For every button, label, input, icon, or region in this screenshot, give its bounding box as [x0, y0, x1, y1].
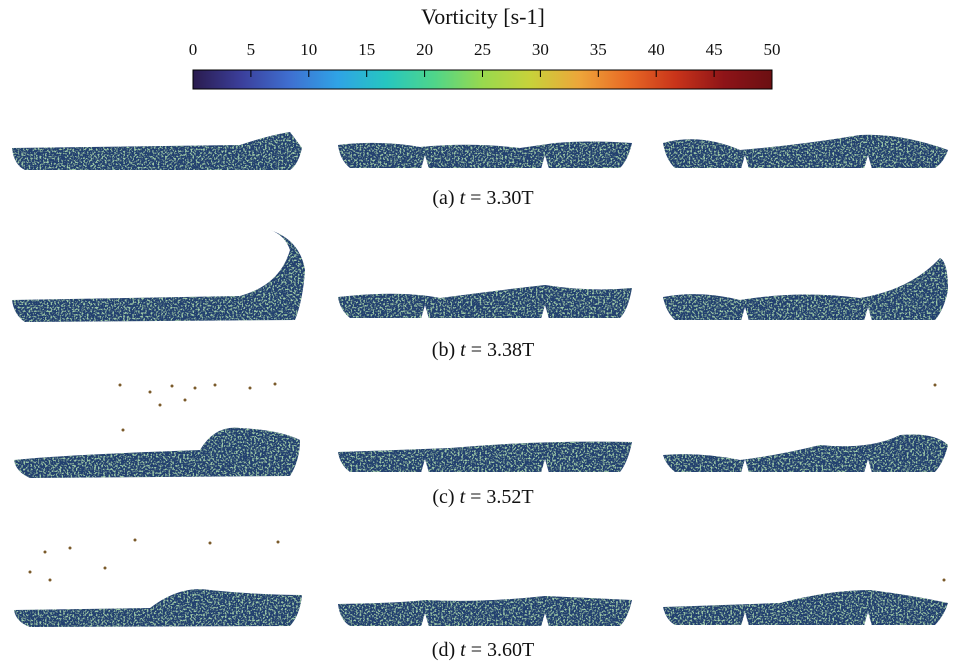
captions: (a) t = 3.30T(b) t = 3.38T(c) t = 3.52T(…	[432, 187, 534, 661]
caption: (d) t = 3.60T	[432, 639, 534, 661]
caption-value: = 3.38T	[471, 339, 535, 361]
fluid	[663, 434, 948, 472]
fluid	[338, 596, 632, 626]
colorbar-tick-label: 20	[416, 40, 433, 59]
fluid	[338, 141, 632, 168]
caption-variable: t	[460, 486, 466, 508]
caption-value: = 3.30T	[470, 187, 534, 209]
fluid	[663, 134, 948, 168]
colorbar-tick-label: 15	[358, 40, 375, 59]
caption: (a) t = 3.30T	[432, 187, 533, 209]
fluid	[338, 441, 632, 472]
caption-variable: t	[460, 639, 466, 661]
caption-label: (b)	[432, 339, 455, 361]
fluid	[12, 230, 305, 322]
fluid	[14, 589, 302, 627]
fluid	[663, 258, 948, 320]
fluid	[12, 132, 302, 170]
caption-value: = 3.52T	[470, 486, 534, 508]
caption-label: (a)	[432, 187, 454, 209]
caption-value: = 3.60T	[471, 639, 535, 661]
caption: (b) t = 3.38T	[432, 339, 534, 361]
panels	[12, 132, 948, 627]
colorbar-tick-label: 40	[648, 40, 665, 59]
caption-label: (c)	[432, 486, 454, 508]
caption-label: (d)	[432, 639, 455, 661]
colorbar	[192, 69, 773, 90]
caption-variable: t	[460, 339, 466, 361]
colorbar-tick-label: 25	[474, 40, 491, 59]
fluid	[338, 285, 632, 318]
fluid	[663, 590, 948, 625]
colorbar-title: Vorticity [s-1]	[421, 4, 545, 29]
colorbar-tick-label: 30	[532, 40, 549, 59]
caption-variable: t	[460, 187, 466, 209]
fluid	[14, 427, 300, 478]
colorbar-tick-label: 50	[764, 40, 781, 59]
colorbar-tick-label: 45	[706, 40, 723, 59]
colorbar-tick-label: 35	[590, 40, 607, 59]
droplets	[28, 382, 946, 582]
colorbar-tick-label: 0	[189, 40, 198, 59]
caption: (c) t = 3.52T	[432, 486, 533, 508]
colorbar-tick-label: 5	[247, 40, 256, 59]
colorbar-tick-label: 10	[300, 40, 317, 59]
